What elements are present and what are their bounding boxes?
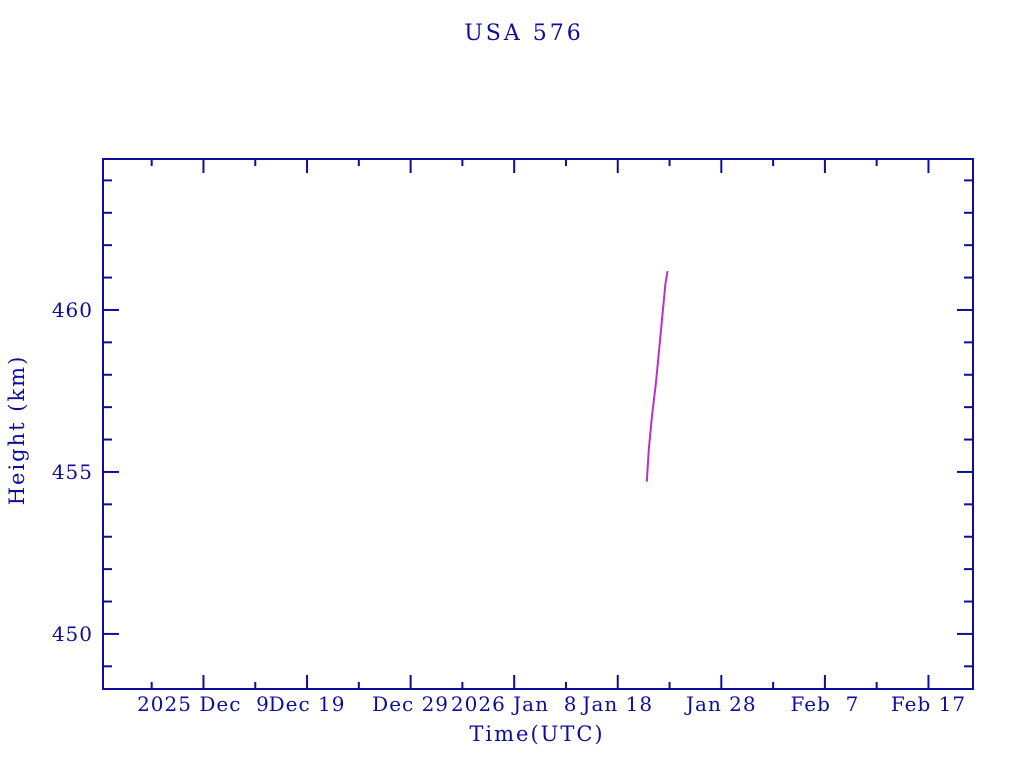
y-axis-tick-label: 455 bbox=[52, 460, 93, 484]
data-series bbox=[645, 270, 669, 482]
x-axis-tick-label: Jan 28 bbox=[684, 692, 757, 716]
x-axis-tick-label: Dec 29 bbox=[372, 692, 449, 716]
x-axis-tick-label: Dec 19 bbox=[269, 692, 346, 716]
x-axis-tick-label: 2025 Dec 9 bbox=[137, 692, 270, 716]
y-axis-tick-label: 450 bbox=[52, 622, 93, 646]
plot-frame bbox=[102, 158, 974, 690]
x-axis-tick-label: Feb 17 bbox=[891, 692, 966, 716]
y-axis-tick-label: 460 bbox=[52, 298, 93, 322]
height-data-line bbox=[645, 270, 669, 482]
chart-title: USA 576 bbox=[464, 21, 583, 46]
x-axis-tick-label: Jan 18 bbox=[580, 692, 653, 716]
x-axis-tick-label: 2026 Jan 8 bbox=[451, 692, 578, 716]
y-axis-title: Height (km) bbox=[5, 355, 29, 506]
x-axis-title: Time(UTC) bbox=[469, 722, 604, 746]
x-axis-tick-label: Feb 7 bbox=[790, 692, 859, 716]
